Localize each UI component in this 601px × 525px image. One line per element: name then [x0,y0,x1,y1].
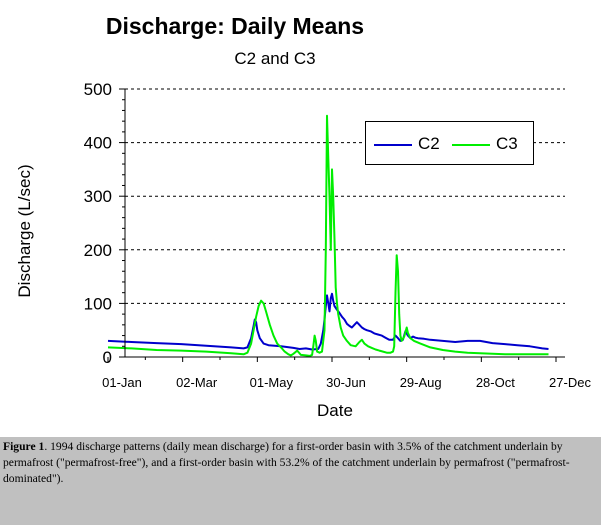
legend: C2 C3 [365,121,534,165]
y-tick-label-300: 300 [84,187,112,206]
y-tick-label-0: 0 [103,348,112,367]
legend-label-c3: C3 [496,134,518,153]
chart-figure: Discharge: Daily Means C2 and C3 0 100 200… [15,13,592,420]
series-lines [107,114,549,357]
legend-swatch-c3 [452,144,490,146]
x-tick-label-0: 01-Jan [102,375,142,390]
x-axis-label: Date [317,401,353,420]
legend-label-c2: C2 [418,134,440,153]
y-axis-label: Discharge (L/sec) [15,164,34,297]
chart-title: Discharge: Daily Means [106,13,364,39]
series-line-c3 [107,114,549,357]
chart-subtitle: C2 and C3 [234,49,315,68]
legend-swatch-c2 [374,144,412,146]
figure-caption: Figure 1. 1994 discharge patterns (daily… [3,439,598,487]
series-line-c2 [107,292,549,351]
x-tick-label-4: 29-Aug [400,375,442,390]
x-tick-label-6: 27-Dec [549,375,591,390]
x-tick-label-5: 28-Oct [476,375,515,390]
figure-caption-text: . 1994 discharge patterns (daily mean di… [3,440,570,485]
axes [107,88,565,362]
tick-labels: 0 100 200 300 400 500 01-Jan 02-Mar 01-May 30-Jun… [84,80,592,390]
x-tick-label-2: 01-May [250,375,294,390]
y-tick-label-500: 500 [84,80,112,99]
y-tick-label-400: 400 [84,134,112,153]
figure-caption-box: Figure 1. 1994 discharge patterns (daily… [0,437,601,525]
x-tick-label-1: 02-Mar [176,375,218,390]
y-tick-label-100: 100 [84,294,112,313]
x-tick-label-3: 30-Jun [326,375,366,390]
figure-label: Figure 1 [3,440,45,453]
chart-svg: Discharge: Daily Means C2 and C3 0 100 200… [15,13,592,420]
y-tick-label-200: 200 [84,241,112,260]
